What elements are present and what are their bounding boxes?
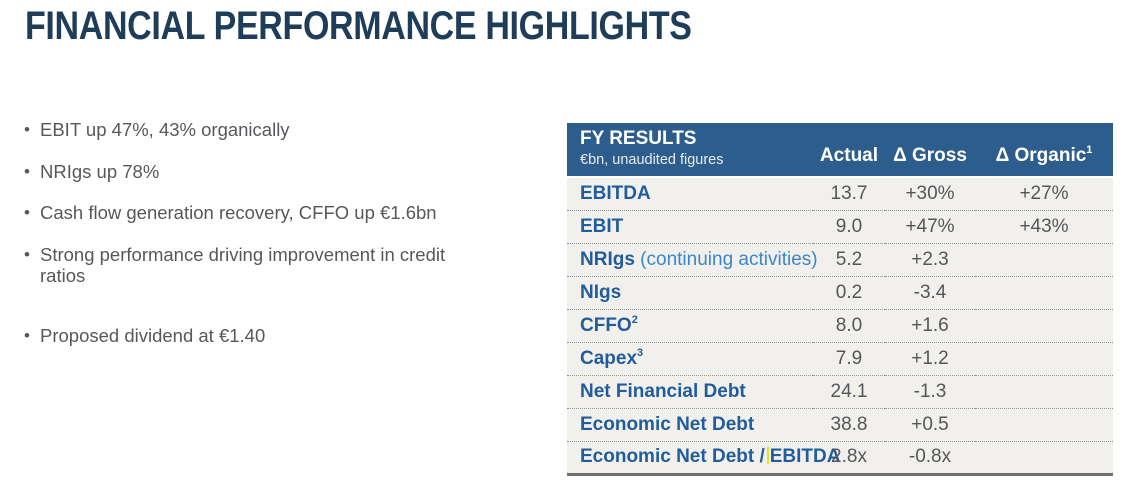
organic-delta-value: [975, 242, 1113, 276]
organic-delta-value: +27%: [975, 176, 1113, 210]
highlight-text: Proposed dividend at €1.40: [40, 324, 266, 346]
actual-value: 38.8: [813, 407, 885, 441]
metric-label: Net Financial Debt: [580, 380, 746, 402]
metric-label: NIgs: [580, 281, 622, 303]
bullet-icon: •: [24, 203, 30, 222]
highlight-text: Strong performance driving improvement i…: [40, 243, 446, 287]
actual-value: 7.9: [813, 341, 885, 375]
metric-label: Capex: [580, 347, 638, 369]
table-row: EBITDA 13.7 +30% +27%: [567, 176, 1113, 210]
bullet-icon: •: [24, 325, 30, 345]
column-header-organic: Δ Organic1: [975, 123, 1113, 177]
actual-value: 13.7: [813, 176, 885, 210]
actual-value: 8.0: [813, 308, 885, 342]
column-header-actual: Actual: [819, 145, 879, 166]
gross-delta-value: +30%: [885, 176, 975, 210]
table-row: CFFO2 8.0 +1.6: [567, 308, 1113, 342]
actual-value: 2.8x: [813, 440, 885, 474]
metric-cell: NRIgs (continuing activities): [567, 242, 818, 276]
organic-delta-value: [975, 374, 1113, 408]
table-title: FY RESULTS: [580, 127, 697, 149]
organic-delta-value: +43%: [975, 209, 1113, 243]
metric-cell: Economic Net Debt: [567, 407, 813, 441]
metric-label: Economic Net Debt /: [580, 446, 765, 467]
metric-cell: EBITDA: [567, 176, 813, 210]
metric-footnote-marker: 2: [631, 313, 638, 326]
metric-cell: NIgs: [567, 275, 813, 309]
table-row: Capex3 7.9 +1.2: [567, 341, 1113, 375]
highlight-item: • Strong performance driving improvement…: [24, 244, 524, 287]
column-header-gross: Δ Gross: [893, 145, 967, 166]
actual-value: 9.0: [813, 209, 885, 243]
gross-delta-value: +2.3: [885, 242, 975, 276]
highlight-text: Cash flow generation recovery, CFFO up €…: [40, 202, 437, 223]
gross-delta-value: -0.8x: [885, 440, 975, 474]
gross-delta-value: +0.5: [885, 407, 975, 441]
gross-delta-value: -3.4: [885, 275, 975, 309]
organic-delta-value: [975, 440, 1113, 474]
column-header-organic-label: Δ Organic: [995, 145, 1087, 166]
actual-value: 0.2: [813, 275, 885, 309]
table-title-cell: FY RESULTS €bn, unaudited figures: [567, 123, 813, 177]
metric-label-2: EBITDA: [769, 446, 841, 467]
actual-value: 5.2: [813, 242, 885, 276]
table-row: Economic Net Debt 38.8 +0.5: [567, 407, 1113, 441]
metric-label: EBITDA: [580, 182, 651, 204]
organic-delta-value: [975, 275, 1113, 309]
metric-cell: EBIT: [567, 209, 813, 243]
metric-label: NRIgs: [580, 248, 635, 270]
metric-label: CFFO: [580, 314, 632, 336]
table-row: Economic Net Debt / EBITDA 2.8x -0.8x: [567, 440, 1113, 474]
highlight-item: • NRIgs up 78%: [24, 161, 524, 183]
metric-footnote-marker: 3: [637, 346, 644, 359]
table-row: NRIgs (continuing activities) 5.2 +2.3: [567, 242, 1113, 276]
table-subtitle: €bn, unaudited figures: [580, 151, 724, 168]
highlights-list: • EBIT up 47%, 43% organically • NRIgs u…: [24, 119, 524, 366]
gross-delta-value: +1.2: [885, 341, 975, 375]
bullet-icon: •: [24, 244, 30, 264]
gross-delta-value: -1.3: [885, 374, 975, 408]
highlight-item: • EBIT up 47%, 43% organically: [24, 119, 524, 141]
metric-label: Economic Net Debt: [580, 413, 755, 435]
bullet-icon: •: [24, 161, 30, 181]
table-header-row: FY RESULTS €bn, unaudited figures Actual…: [567, 123, 1113, 177]
metric-cell: CFFO2: [567, 308, 813, 342]
highlight-item: • Cash flow generation recovery, CFFO up…: [24, 202, 524, 224]
organic-delta-value: [975, 341, 1113, 375]
metric-cell: Net Financial Debt: [567, 374, 813, 408]
highlight-text: EBIT up 47%, 43% organically: [40, 119, 290, 140]
organic-delta-value: [975, 407, 1113, 441]
organic-footnote-marker: 1: [1086, 144, 1093, 156]
fy-results-table: FY RESULTS €bn, unaudited figures Actual…: [567, 123, 1113, 476]
table-row: NIgs 0.2 -3.4: [567, 275, 1113, 309]
highlight-item: • Proposed dividend at €1.40: [24, 325, 524, 347]
metric-suffix: (continuing activities): [634, 248, 818, 270]
metric-cell: Economic Net Debt / EBITDA: [567, 440, 840, 474]
metric-cell: Capex3: [567, 341, 813, 375]
text-cursor: [766, 447, 769, 464]
table-row: Net Financial Debt 24.1 -1.3: [567, 374, 1113, 408]
organic-delta-value: [975, 308, 1113, 342]
gross-delta-value: +47%: [885, 209, 975, 243]
metric-label: EBIT: [580, 215, 624, 237]
bullet-icon: •: [24, 120, 30, 139]
gross-delta-value: +1.6: [885, 308, 975, 342]
page-title: FINANCIAL PERFORMANCE HIGHLIGHTS: [25, 4, 692, 48]
actual-value: 24.1: [813, 374, 885, 408]
table-row: EBIT 9.0 +47% +43%: [567, 209, 1113, 243]
fy-table-body: EBITDA 13.7 +30% +27% EBIT 9.0 +47% +43%…: [567, 176, 1113, 474]
highlight-text: NRIgs up 78%: [40, 160, 160, 182]
